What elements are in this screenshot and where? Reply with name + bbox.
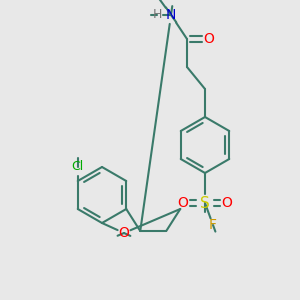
- Text: S: S: [200, 196, 210, 211]
- Text: N: N: [166, 8, 176, 22]
- Text: Cl: Cl: [72, 160, 84, 173]
- Text: H: H: [152, 8, 162, 22]
- Text: O: O: [204, 32, 214, 46]
- Text: O: O: [222, 196, 232, 210]
- Text: O: O: [118, 226, 129, 240]
- Text: O: O: [178, 196, 188, 210]
- Text: F: F: [209, 218, 217, 232]
